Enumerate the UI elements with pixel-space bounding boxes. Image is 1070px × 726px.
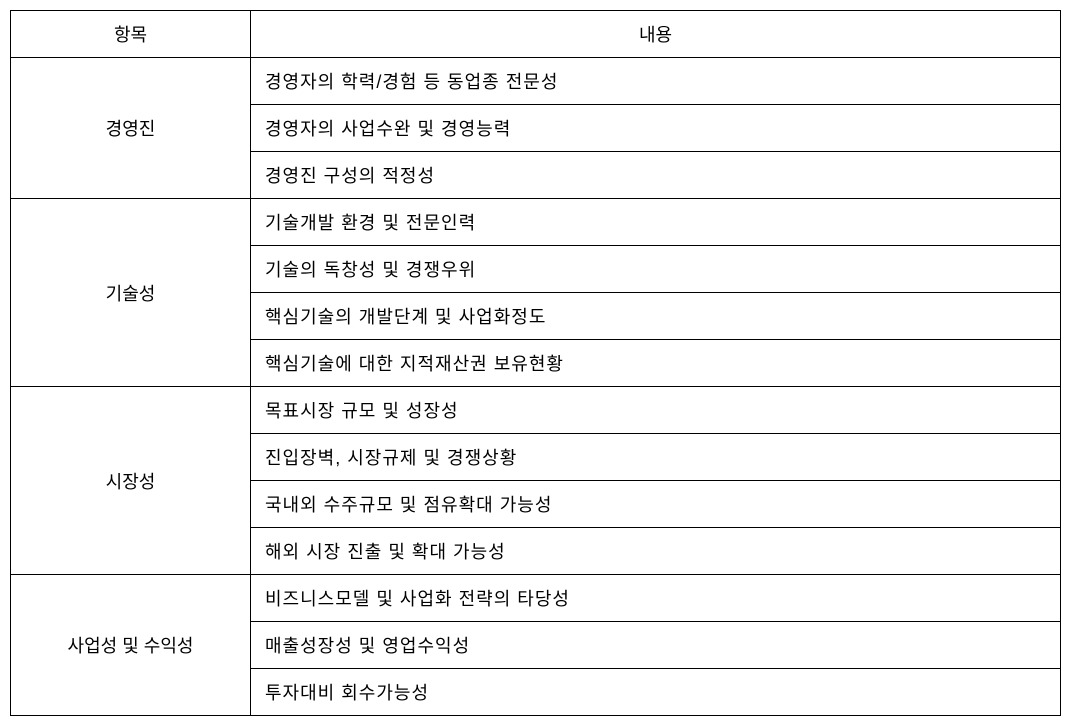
content-cell: 비즈니스모델 및 사업화 전략의 타당성: [251, 575, 1061, 622]
category-cell: 기술성: [11, 199, 251, 387]
content-cell: 경영자의 사업수완 및 경영능력: [251, 105, 1061, 152]
table-row: 기술성 기술개발 환경 및 전문인력: [11, 199, 1061, 246]
content-cell: 경영자의 학력/경험 등 동업종 전문성: [251, 58, 1061, 105]
content-cell: 매출성장성 및 영업수익성: [251, 622, 1061, 669]
table-body: 경영진 경영자의 학력/경험 등 동업종 전문성 경영자의 사업수완 및 경영능…: [11, 58, 1061, 716]
content-cell: 기술개발 환경 및 전문인력: [251, 199, 1061, 246]
content-cell: 진입장벽, 시장규제 및 경쟁상황: [251, 434, 1061, 481]
table-row: 경영진 경영자의 학력/경험 등 동업종 전문성: [11, 58, 1061, 105]
category-cell: 경영진: [11, 58, 251, 199]
content-cell: 기술의 독창성 및 경쟁우위: [251, 246, 1061, 293]
content-cell: 투자대비 회수가능성: [251, 669, 1061, 716]
content-cell: 국내외 수주규모 및 점유확대 가능성: [251, 481, 1061, 528]
table-row: 사업성 및 수익성 비즈니스모델 및 사업화 전략의 타당성: [11, 575, 1061, 622]
table-row: 시장성 목표시장 규모 및 성장성: [11, 387, 1061, 434]
category-cell: 시장성: [11, 387, 251, 575]
table-header-row: 항목 내용: [11, 11, 1061, 58]
evaluation-criteria-table: 항목 내용 경영진 경영자의 학력/경험 등 동업종 전문성 경영자의 사업수완…: [10, 10, 1061, 716]
content-cell: 핵심기술의 개발단계 및 사업화정도: [251, 293, 1061, 340]
content-cell: 목표시장 규모 및 성장성: [251, 387, 1061, 434]
category-cell: 사업성 및 수익성: [11, 575, 251, 716]
header-category: 항목: [11, 11, 251, 58]
content-cell: 핵심기술에 대한 지적재산권 보유현황: [251, 340, 1061, 387]
header-content: 내용: [251, 11, 1061, 58]
content-cell: 경영진 구성의 적정성: [251, 152, 1061, 199]
content-cell: 해외 시장 진출 및 확대 가능성: [251, 528, 1061, 575]
